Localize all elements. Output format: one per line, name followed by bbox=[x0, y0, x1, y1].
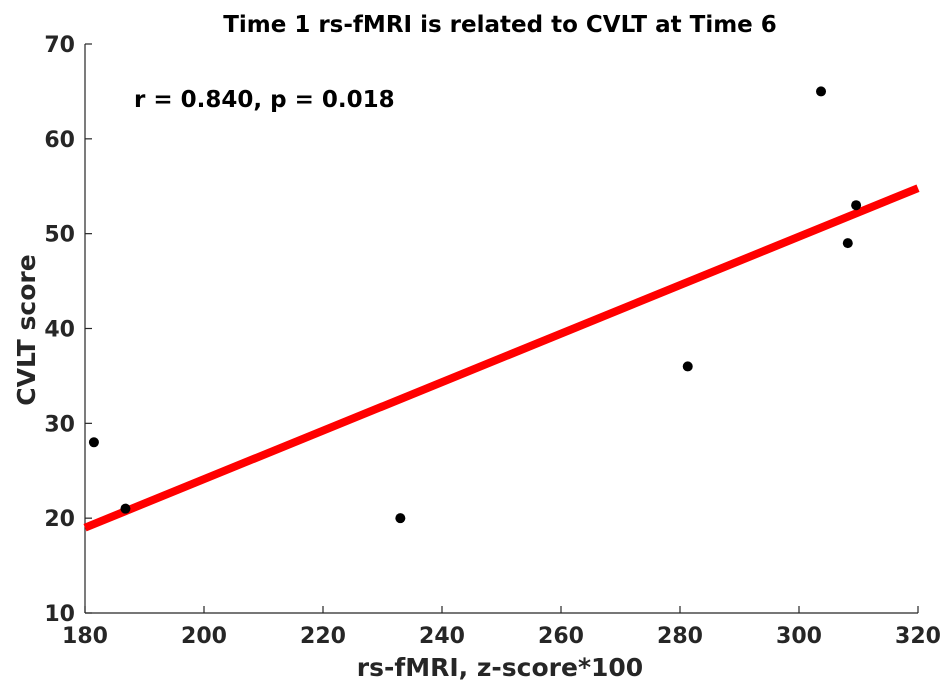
x-tick-label: 200 bbox=[181, 624, 227, 649]
data-point bbox=[842, 238, 853, 249]
chart-title: Time 1 rs-fMRI is related to CVLT at Tim… bbox=[223, 12, 777, 38]
data-point bbox=[851, 200, 862, 211]
y-tick-label: 20 bbox=[44, 507, 75, 532]
x-tick-label: 260 bbox=[538, 624, 584, 649]
x-tick-label: 240 bbox=[419, 624, 465, 649]
x-tick-label: 220 bbox=[300, 624, 346, 649]
axes bbox=[84, 44, 918, 614]
y-tick-label: 30 bbox=[44, 412, 75, 437]
y-tick-label: 60 bbox=[44, 128, 75, 153]
data-point bbox=[88, 437, 99, 448]
x-ticks: 180 200 220 240 260 280 300 320 bbox=[62, 606, 941, 649]
y-tick-label: 70 bbox=[44, 33, 75, 58]
data-points bbox=[88, 86, 862, 524]
data-point bbox=[682, 361, 693, 372]
x-tick-label: 280 bbox=[657, 624, 703, 649]
x-axis-label: rs-fMRI, z-score*100 bbox=[357, 653, 643, 682]
fit-line bbox=[83, 184, 920, 532]
y-tick-label: 40 bbox=[44, 318, 75, 343]
x-tick-label: 180 bbox=[62, 624, 108, 649]
y-ticks: 10 20 30 40 50 60 70 bbox=[44, 33, 92, 627]
correlation-annotation: r = 0.840, p = 0.018 bbox=[134, 87, 395, 113]
data-point bbox=[395, 513, 406, 524]
y-tick-label: 10 bbox=[44, 602, 75, 627]
y-axis-label: CVLT score bbox=[12, 254, 41, 405]
data-point bbox=[816, 86, 827, 97]
data-point bbox=[120, 503, 131, 514]
x-tick-label: 300 bbox=[776, 624, 822, 649]
x-tick-label: 320 bbox=[895, 624, 941, 649]
y-tick-label: 50 bbox=[44, 223, 75, 248]
fit-line-group bbox=[83, 184, 920, 532]
